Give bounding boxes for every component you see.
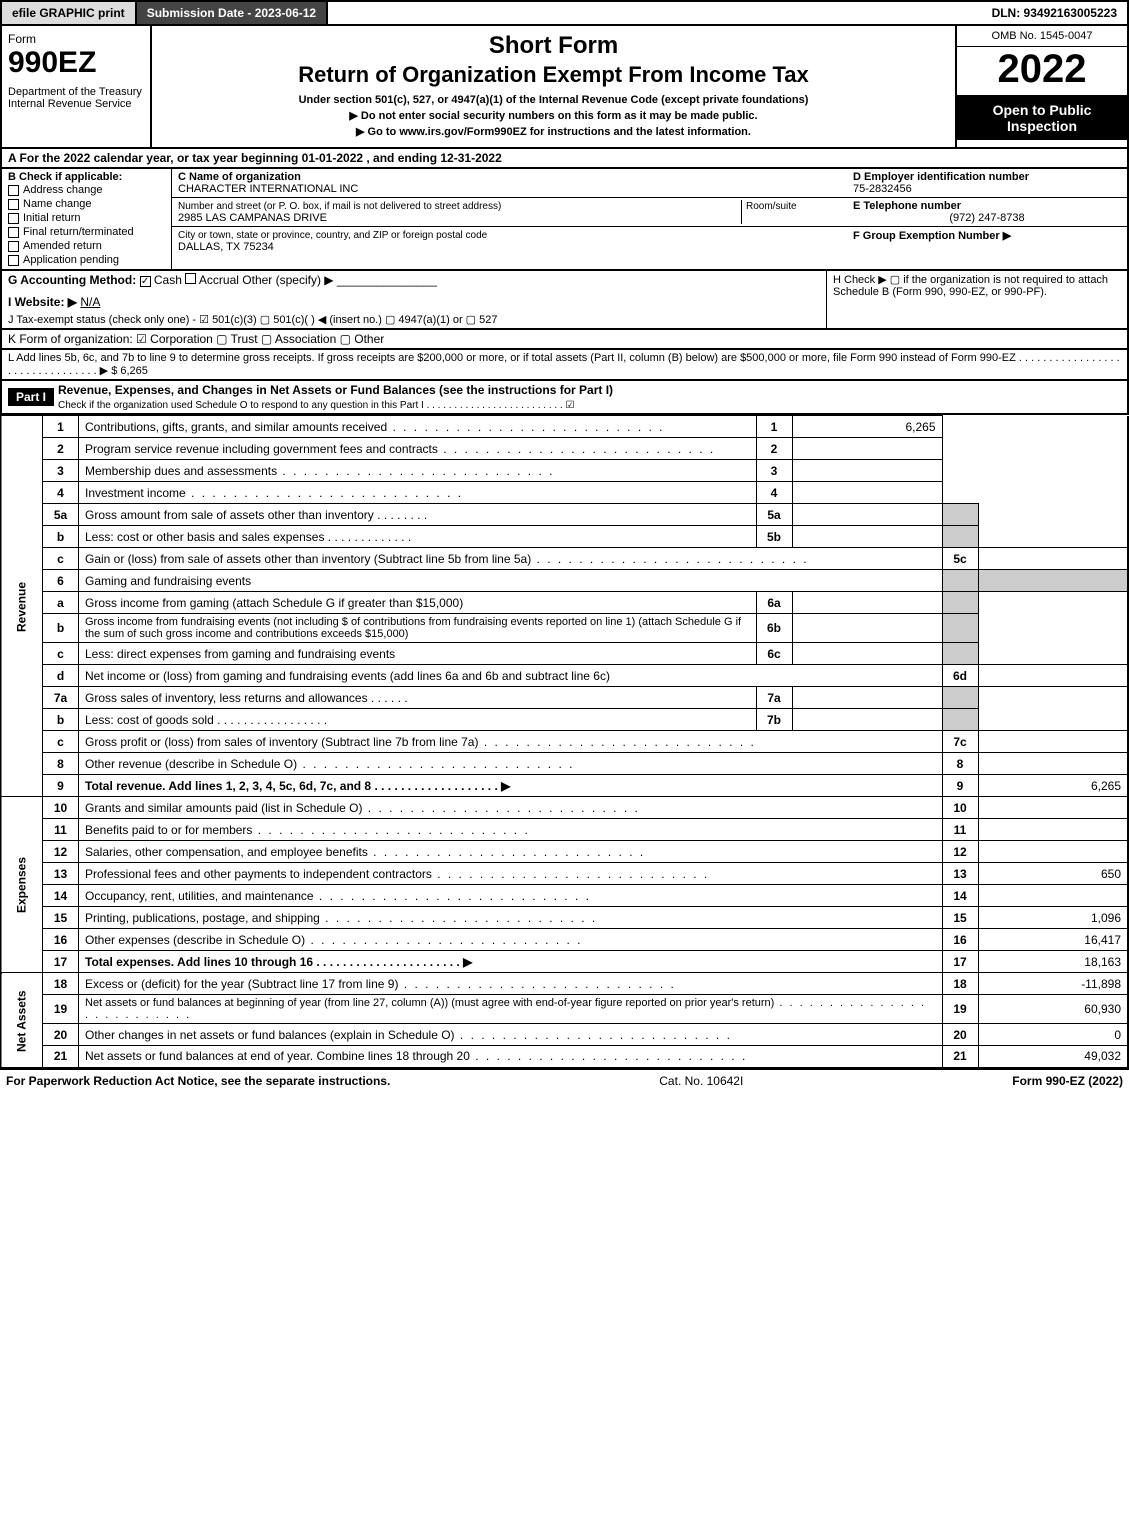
b-item-4: Amended return xyxy=(23,240,102,252)
room-label: Room/suite xyxy=(746,201,797,212)
dept-label: Department of the Treasury Internal Reve… xyxy=(8,86,144,110)
tax-year: 2022 xyxy=(957,47,1127,96)
section-j: J Tax-exempt status (check only one) - ☑… xyxy=(8,313,820,326)
efile-print-button[interactable]: efile GRAPHIC print xyxy=(2,2,137,24)
org-name: CHARACTER INTERNATIONAL INC xyxy=(178,183,358,195)
b-item-0: Address change xyxy=(23,184,103,196)
line-13-value: 650 xyxy=(978,863,1128,885)
ein-value: 75-2832456 xyxy=(853,183,912,195)
org-address: 2985 LAS CAMPANAS DRIVE xyxy=(178,212,327,224)
b-item-2: Initial return xyxy=(23,212,80,224)
warn-line: ▶ Do not enter social security numbers o… xyxy=(162,109,945,122)
section-h: H Check ▶ ▢ if the organization is not r… xyxy=(827,271,1127,328)
omb-label: OMB No. 1545-0047 xyxy=(957,26,1127,47)
e-label: E Telephone number xyxy=(853,200,961,212)
line-1-value: 6,265 xyxy=(792,416,942,438)
check-application-pending[interactable] xyxy=(8,255,19,266)
b-item-1: Name change xyxy=(23,198,92,210)
b-item-3: Final return/terminated xyxy=(23,226,134,238)
check-final-return[interactable] xyxy=(8,227,19,238)
line-20-value: 0 xyxy=(978,1024,1128,1046)
expenses-label: Expenses xyxy=(1,797,43,973)
return-title: Return of Organization Exempt From Incom… xyxy=(162,62,945,88)
section-k: K Form of organization: ☑ Corporation ▢ … xyxy=(0,330,1129,350)
section-g: G Accounting Method: Cash Accrual Other … xyxy=(8,273,820,287)
line-19-value: 60,930 xyxy=(978,995,1128,1024)
footer-right: Form 990-EZ (2022) xyxy=(1012,1074,1123,1088)
check-initial-return[interactable] xyxy=(8,213,19,224)
phone-value: (972) 247-8738 xyxy=(853,212,1121,224)
c-city-label: City or town, state or province, country… xyxy=(178,230,487,241)
submission-date-button[interactable]: Submission Date - 2023-06-12 xyxy=(137,2,328,24)
topbar: efile GRAPHIC print Submission Date - 20… xyxy=(0,0,1129,26)
form-header: Form 990EZ Department of the Treasury In… xyxy=(0,26,1129,149)
short-form-title: Short Form xyxy=(162,32,945,60)
footer: For Paperwork Reduction Act Notice, see … xyxy=(0,1069,1129,1092)
right-info: D Employer identification number75-28324… xyxy=(847,169,1127,269)
section-l: L Add lines 5b, 6c, and 7b to line 9 to … xyxy=(0,350,1129,381)
footer-mid: Cat. No. 10642I xyxy=(659,1074,743,1088)
form-word: Form xyxy=(8,32,144,46)
part-1-label: Part I xyxy=(8,388,54,406)
b-label: B Check if applicable: xyxy=(8,171,165,183)
org-city: DALLAS, TX 75234 xyxy=(178,241,274,253)
check-cash[interactable] xyxy=(140,276,151,287)
check-amended-return[interactable] xyxy=(8,241,19,252)
inspection-label: Open to Public Inspection xyxy=(957,96,1127,140)
line-15-value: 1,096 xyxy=(978,907,1128,929)
line-9-value: 6,265 xyxy=(978,775,1128,797)
part-1-table: Revenue 1Contributions, gifts, grants, a… xyxy=(0,415,1129,1069)
topbar-spacer xyxy=(328,2,981,24)
revenue-label: Revenue xyxy=(1,416,43,797)
section-a: A For the 2022 calendar year, or tax yea… xyxy=(0,149,1129,169)
netassets-label: Net Assets xyxy=(1,973,43,1068)
line-21-value: 49,032 xyxy=(978,1046,1128,1068)
f-label: F Group Exemption Number ▶ xyxy=(853,230,1011,242)
form-number: 990EZ xyxy=(8,46,144,80)
part-1-header: Part I Revenue, Expenses, and Changes in… xyxy=(0,381,1129,415)
line-17-value: 18,163 xyxy=(978,951,1128,973)
section-i: I Website: ▶ N/A xyxy=(8,295,820,309)
dln-label: DLN: 93492163005223 xyxy=(982,2,1127,24)
b-item-5: Application pending xyxy=(23,254,119,266)
line-16-value: 16,417 xyxy=(978,929,1128,951)
line-18-value: -11,898 xyxy=(978,973,1128,995)
header-right: OMB No. 1545-0047 2022 Open to Public In… xyxy=(957,26,1127,147)
goto-line: ▶ Go to www.irs.gov/Form990EZ for instru… xyxy=(162,125,945,138)
section-c: C Name of organizationCHARACTER INTERNAT… xyxy=(172,169,847,269)
header-center: Short Form Return of Organization Exempt… xyxy=(152,26,957,147)
check-address-change[interactable] xyxy=(8,185,19,196)
g-h-row: G Accounting Method: Cash Accrual Other … xyxy=(0,271,1129,330)
footer-left: For Paperwork Reduction Act Notice, see … xyxy=(6,1074,390,1088)
c-addr-label: Number and street (or P. O. box, if mail… xyxy=(178,201,501,212)
subtitle: Under section 501(c), 527, or 4947(a)(1)… xyxy=(162,94,945,106)
c-name-label: C Name of organization xyxy=(178,171,301,183)
header-left: Form 990EZ Department of the Treasury In… xyxy=(2,26,152,147)
d-label: D Employer identification number xyxy=(853,171,1029,183)
org-info-row: B Check if applicable: Address change Na… xyxy=(0,169,1129,271)
check-accrual[interactable] xyxy=(185,273,196,284)
check-name-change[interactable] xyxy=(8,199,19,210)
section-b: B Check if applicable: Address change Na… xyxy=(2,169,172,269)
